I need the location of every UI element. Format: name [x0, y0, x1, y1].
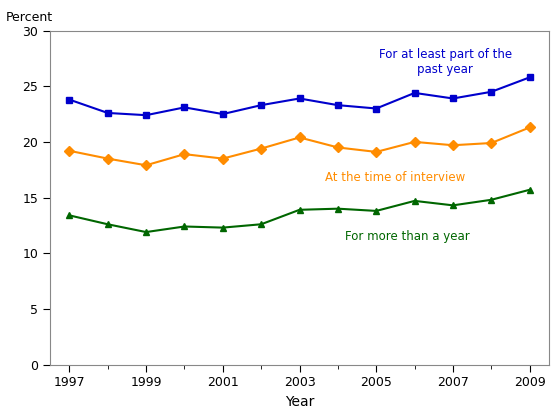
X-axis label: Year: Year: [285, 395, 314, 409]
Text: For more than a year: For more than a year: [344, 230, 469, 243]
Text: At the time of interview: At the time of interview: [325, 171, 465, 184]
Text: Percent: Percent: [5, 11, 53, 24]
Text: For at least part of the
past year: For at least part of the past year: [379, 48, 512, 76]
